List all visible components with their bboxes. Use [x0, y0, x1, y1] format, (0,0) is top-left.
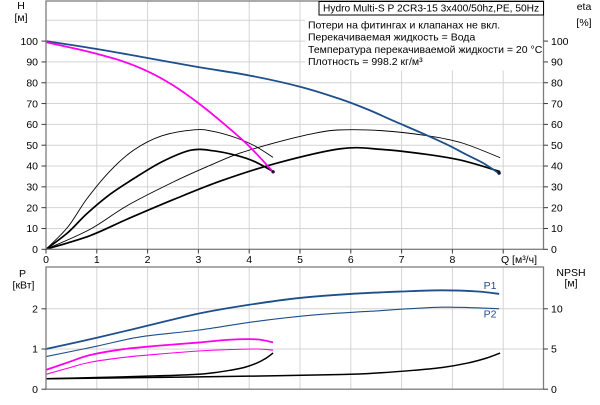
svg-text:2: 2 — [32, 304, 38, 316]
svg-text:Hydro Multi-S P 2CR3-15 3x400/: Hydro Multi-S P 2CR3-15 3x400/50hz,PE, 5… — [323, 4, 539, 15]
svg-text:6: 6 — [348, 254, 354, 266]
svg-text:0: 0 — [32, 244, 38, 256]
svg-text:80: 80 — [551, 77, 563, 89]
svg-text:5: 5 — [551, 344, 557, 356]
svg-text:0: 0 — [32, 384, 38, 396]
svg-text:4: 4 — [246, 254, 252, 266]
svg-text:Температура перекачиваемой жид: Температура перекачиваемой жидкости = 20… — [308, 44, 543, 56]
svg-text:60: 60 — [551, 119, 563, 131]
svg-text:[м]: [м] — [14, 12, 27, 24]
svg-text:P2: P2 — [484, 309, 497, 321]
svg-text:1: 1 — [32, 344, 38, 356]
svg-text:Потери на фитингах и клапанах: Потери на фитингах и клапанах не вкл. — [308, 20, 500, 32]
svg-text:0: 0 — [43, 254, 49, 266]
svg-text:30: 30 — [551, 182, 563, 194]
svg-text:3: 3 — [195, 254, 201, 266]
svg-text:20: 20 — [26, 202, 38, 214]
svg-text:60: 60 — [26, 119, 38, 131]
svg-text:20: 20 — [551, 202, 563, 214]
svg-text:Q [м³/ч]: Q [м³/ч] — [501, 254, 537, 266]
svg-text:0: 0 — [551, 384, 557, 396]
svg-text:90: 90 — [551, 57, 563, 69]
svg-text:7: 7 — [399, 254, 405, 266]
svg-text:P1: P1 — [484, 280, 497, 292]
svg-text:10: 10 — [551, 223, 563, 235]
svg-text:100: 100 — [20, 36, 38, 48]
svg-text:5: 5 — [297, 254, 303, 266]
svg-text:P: P — [19, 268, 26, 280]
svg-text:1: 1 — [94, 254, 100, 266]
svg-text:80: 80 — [26, 77, 38, 89]
svg-text:[%]: [%] — [576, 17, 591, 29]
svg-text:Плотность = 998.2 кг/м³: Плотность = 998.2 кг/м³ — [308, 56, 423, 68]
svg-text:0: 0 — [551, 244, 557, 256]
svg-text:40: 40 — [26, 161, 38, 173]
svg-text:8: 8 — [449, 254, 455, 266]
svg-text:eta: eta — [577, 1, 592, 13]
svg-text:2: 2 — [145, 254, 151, 266]
svg-text:50: 50 — [551, 140, 563, 152]
svg-text:[м]: [м] — [564, 278, 577, 290]
svg-text:10: 10 — [551, 304, 563, 316]
svg-text:H: H — [17, 0, 25, 12]
svg-text:70: 70 — [26, 98, 38, 110]
svg-text:50: 50 — [26, 140, 38, 152]
svg-text:30: 30 — [26, 182, 38, 194]
svg-text:40: 40 — [551, 161, 563, 173]
svg-text:90: 90 — [26, 57, 38, 69]
svg-text:10: 10 — [26, 223, 38, 235]
svg-text:NPSH: NPSH — [556, 267, 585, 279]
svg-text:Перекачиваемая жидкость = Вода: Перекачиваемая жидкость = Вода — [308, 32, 475, 44]
svg-text:100: 100 — [551, 36, 569, 48]
svg-text:[кВт]: [кВт] — [13, 280, 35, 292]
svg-text:70: 70 — [551, 98, 563, 110]
